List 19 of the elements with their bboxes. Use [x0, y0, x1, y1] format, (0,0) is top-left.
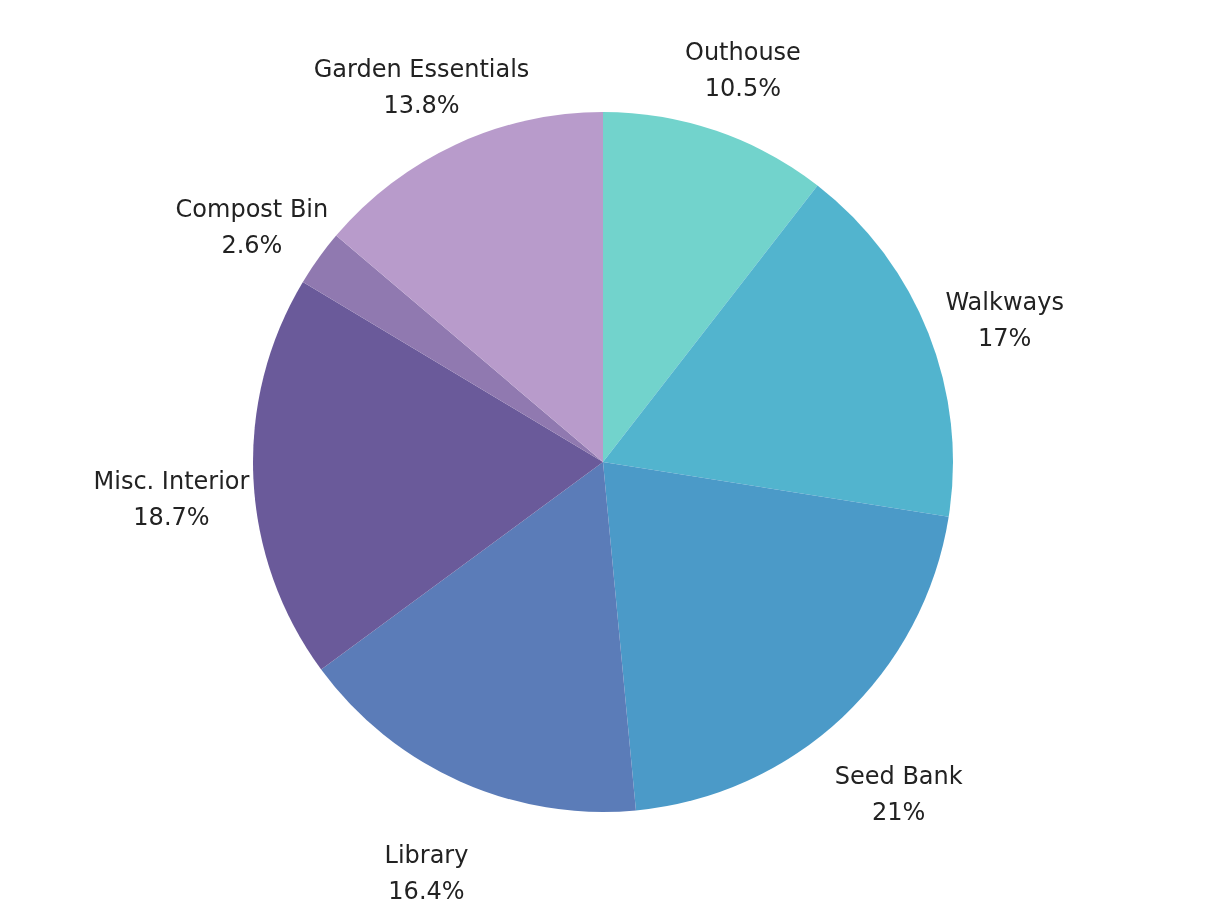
slice-label: Seed Bank [834, 761, 963, 790]
slice-label: Library [384, 841, 469, 870]
pie-slice [253, 281, 603, 670]
slice-label: Misc. Interior [93, 467, 250, 496]
data-label: 18.7% [133, 503, 210, 532]
data-label: 21% [872, 797, 926, 826]
slice-label: Outhouse [684, 38, 801, 67]
pie-slice [336, 112, 603, 462]
pie-slice [321, 462, 636, 812]
pie-slice [302, 235, 603, 462]
data-label: 10.5% [704, 74, 782, 103]
data-label: 13.8% [383, 90, 460, 119]
data-label: 2.6% [221, 231, 283, 260]
slice-label: Garden Essentials [313, 54, 530, 83]
data-label: 17% [977, 323, 1032, 352]
slice-label: Walkways [945, 287, 1064, 316]
data-label: 16.4% [388, 877, 465, 906]
pie-slice [603, 112, 818, 462]
slice-label: Compost Bin [175, 195, 329, 224]
